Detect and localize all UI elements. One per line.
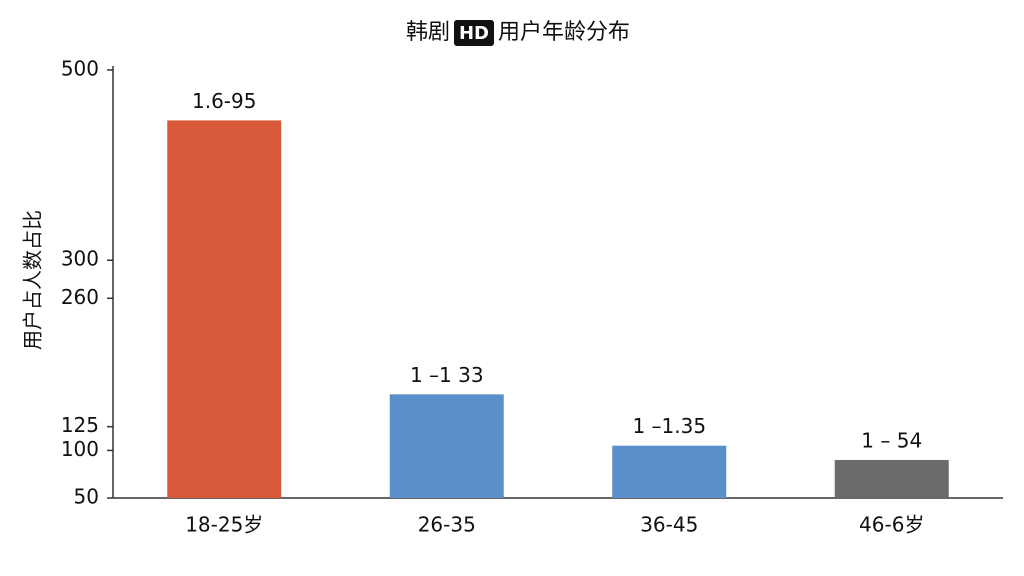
y-tick-label: 260 <box>61 285 99 309</box>
y-tick-label: 500 <box>61 57 99 81</box>
x-tick-label: 36-45 <box>640 513 698 537</box>
x-tick-label: 18-25岁 <box>185 513 263 537</box>
title-badge-text: HD <box>459 23 489 44</box>
y-tick-label: 125 <box>61 413 99 437</box>
bar <box>389 394 504 498</box>
y-tick-label: 50 <box>74 485 99 509</box>
chart-title: 用户年龄分布 <box>498 20 630 45</box>
title-badge <box>454 20 494 46</box>
x-tick-label: 46-6岁 <box>859 513 924 537</box>
y-tick-label: 100 <box>61 437 99 461</box>
x-tick-label: 26-35 <box>418 513 476 537</box>
bar <box>612 445 727 498</box>
bar-label: 1.6-95 <box>192 89 256 113</box>
bar-label: 1 –1 33 <box>410 363 484 387</box>
bar <box>167 120 282 499</box>
y-axis-label: 用户占人数占比 <box>21 210 45 350</box>
bar-label: 1 –1.35 <box>632 414 706 438</box>
bar <box>834 459 949 498</box>
bar-label: 1 – 54 <box>861 428 922 452</box>
chart-title: 韩剧 <box>406 20 450 45</box>
y-tick-label: 300 <box>61 247 99 271</box>
